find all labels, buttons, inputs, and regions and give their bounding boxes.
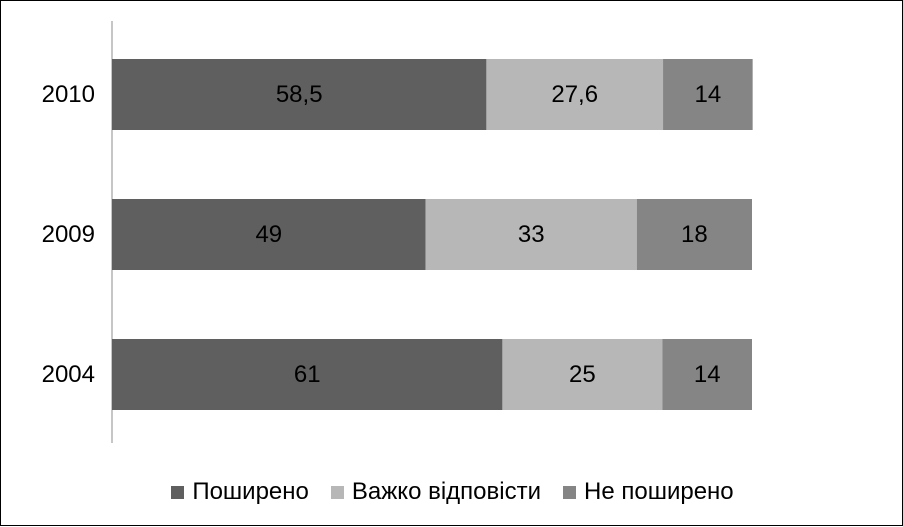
bar-2009-series-3: [636, 199, 752, 270]
bar-2004-series-1: [112, 339, 503, 410]
data-label-2010-series-1: 58,5: [276, 81, 323, 108]
y-tick-label-2010: 2010: [42, 81, 95, 108]
bar-2010-series-2: [486, 59, 664, 130]
data-label-2010-series-2: 27,6: [551, 81, 598, 108]
legend-swatch-series-3: [563, 485, 576, 499]
legend-label-series-2: Важко відповісти: [351, 478, 541, 505]
data-label-2004-series-2: 25: [569, 361, 596, 388]
legend-item-series-3: Не поширено: [563, 478, 734, 506]
data-label-2004-series-3: 14: [694, 361, 721, 388]
data-label-2009-series-2: 33: [518, 221, 545, 248]
legend-item-series-2: Важко відповісти: [330, 478, 541, 506]
y-tick-label-2004: 2004: [42, 361, 95, 388]
legend-label-series-1: Поширено: [192, 478, 309, 505]
legend-label-series-3: Не поширено: [584, 478, 734, 505]
bar-2004-series-3: [662, 339, 752, 410]
legend: Поширено Важко відповісти Не поширено: [1, 475, 903, 509]
bar-2009-series-2: [425, 199, 637, 270]
data-label-2010-series-3: 14: [694, 81, 721, 108]
legend-item-series-1: Поширено: [171, 478, 309, 506]
y-tick-label-2009: 2009: [42, 221, 95, 248]
legend-swatch-series-1: [171, 485, 185, 499]
data-label-2009-series-3: 18: [681, 221, 708, 248]
data-label-2004-series-1: 61: [294, 361, 321, 388]
legend-swatch-series-2: [330, 485, 344, 499]
bar-2004-series-2: [502, 339, 663, 410]
bar-2010-series-1: [112, 59, 487, 130]
data-label-2009-series-1: 49: [255, 221, 282, 248]
bar-2010-series-3: [663, 59, 753, 130]
bar-2009-series-1: [112, 199, 426, 270]
